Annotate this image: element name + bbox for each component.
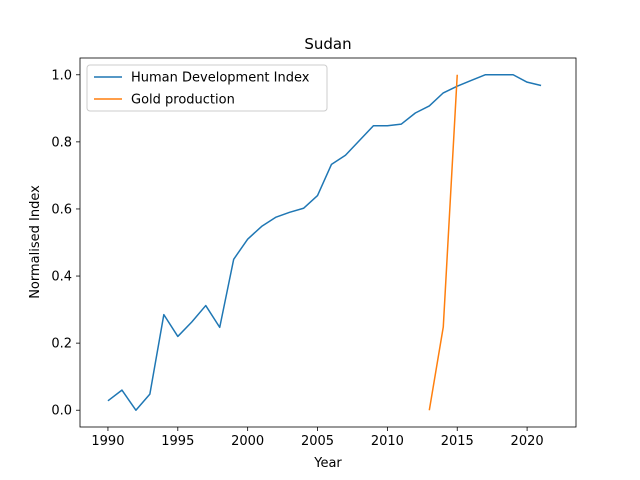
x-tick-label: 1995 xyxy=(161,434,194,449)
y-tick-label: 0.0 xyxy=(51,404,72,419)
x-tick-label: 1990 xyxy=(91,434,124,449)
chart-title: Sudan xyxy=(304,35,351,53)
plot-area: 1990 1995 2000 2005 2010 2015 2020 0.0 0.2 0.4 0.6… xyxy=(51,57,577,449)
series-line-hdi xyxy=(107,74,542,411)
x-axis-label: Year xyxy=(313,456,342,471)
legend-box xyxy=(86,64,328,112)
y-tick-label: 1.0 xyxy=(51,68,72,83)
legend: Human Development Index Gold production xyxy=(86,64,328,112)
x-tick-label: 2015 xyxy=(441,434,474,449)
x-tick-label: 2020 xyxy=(511,434,544,449)
series-line-gold xyxy=(428,74,458,411)
y-axis-label: Normalised Index xyxy=(28,185,43,299)
x-tick-label: 2000 xyxy=(231,434,264,449)
y-tick-label: 0.2 xyxy=(51,337,72,352)
y-tick-label: 0.8 xyxy=(51,135,72,150)
y-tick-label: 0.4 xyxy=(51,270,72,285)
plot-frame xyxy=(79,57,577,428)
x-tick-label: 2010 xyxy=(371,434,404,449)
legend-entry: Gold production xyxy=(131,93,235,108)
legend-entry: Human Development Index xyxy=(131,71,310,86)
x-tick-label: 2005 xyxy=(301,434,334,449)
y-tick-label: 0.6 xyxy=(51,202,72,217)
